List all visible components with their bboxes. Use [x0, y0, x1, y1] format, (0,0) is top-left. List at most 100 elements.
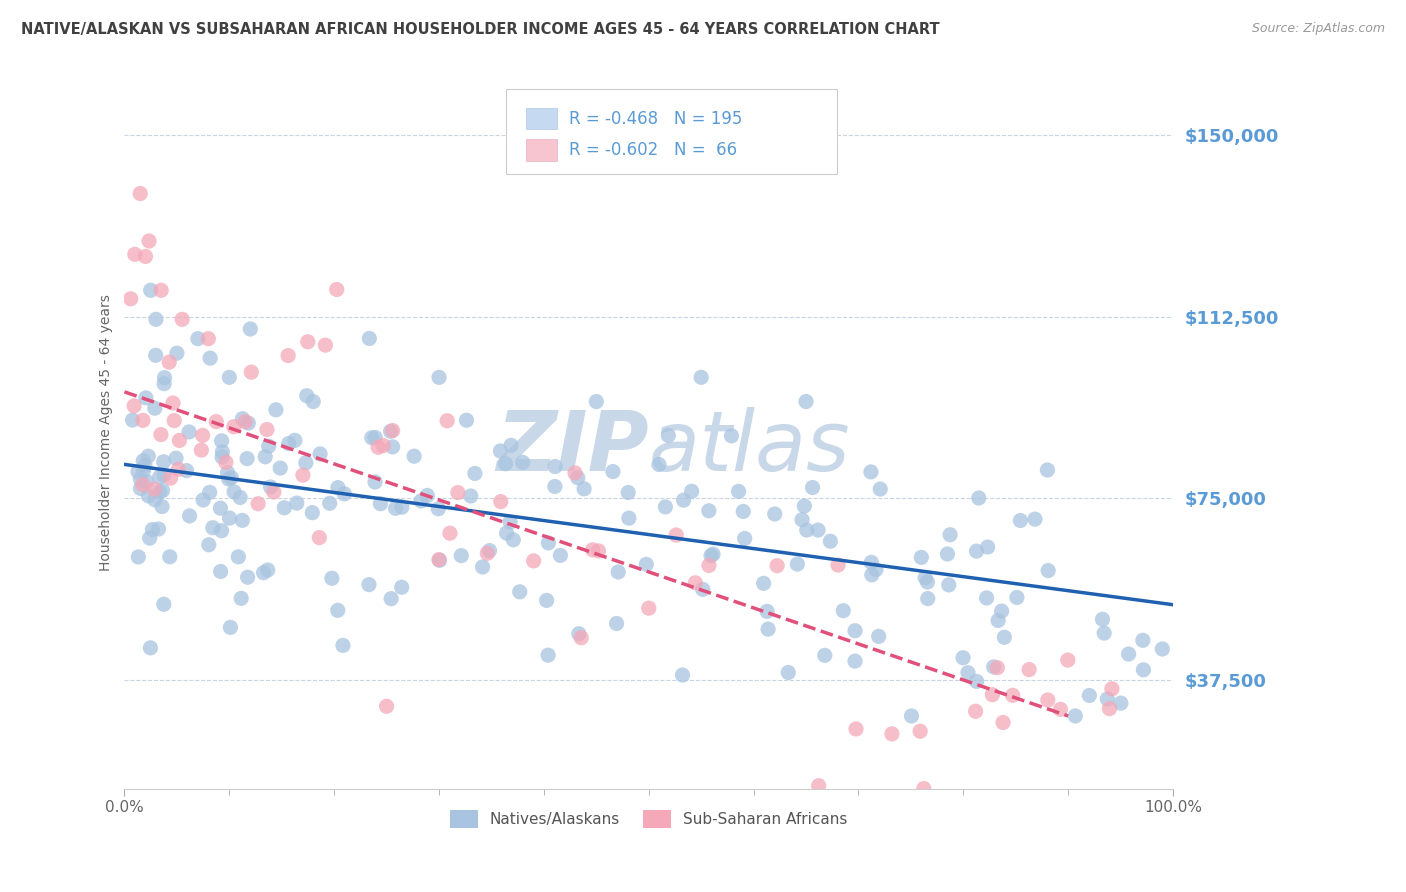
Point [129, 482, 152, 496]
Point [198, 485, 221, 500]
Point [218, 370, 240, 384]
Point [149, 484, 172, 499]
Point [602, 465, 624, 479]
Point [153, 376, 176, 391]
Point [569, 631, 592, 645]
Point [219, 620, 242, 634]
Point [512, 455, 534, 469]
Point [1056, 653, 1078, 667]
Point [692, 582, 714, 597]
Point [690, 370, 713, 384]
Point [1098, 701, 1121, 715]
Point [138, 531, 160, 545]
Point [381, 440, 404, 454]
Point [132, 454, 155, 468]
Point [793, 499, 815, 513]
Point [471, 560, 494, 574]
Point [536, 593, 558, 607]
Point [190, 443, 212, 458]
Point [122, 399, 145, 413]
Text: R = -0.468   N = 195: R = -0.468 N = 195 [569, 110, 742, 128]
Point [880, 727, 903, 741]
Point [384, 501, 406, 516]
Point [132, 477, 155, 491]
Point [236, 451, 259, 466]
Point [222, 484, 245, 499]
Point [150, 283, 173, 297]
Point [460, 489, 482, 503]
Point [404, 449, 426, 463]
Point [939, 528, 962, 542]
Point [308, 531, 330, 545]
Point [617, 511, 640, 525]
Point [159, 549, 181, 564]
Text: atlas: atlas [648, 407, 851, 488]
Point [700, 549, 723, 563]
Point [439, 526, 461, 541]
Point [537, 536, 560, 550]
Point [121, 413, 143, 427]
Point [672, 493, 695, 508]
Point [134, 458, 156, 473]
Point [215, 455, 238, 469]
Point [756, 622, 779, 636]
Point [124, 247, 146, 261]
Point [238, 416, 260, 430]
Point [671, 668, 693, 682]
Point [786, 557, 808, 571]
Point [636, 558, 658, 572]
Point [832, 604, 855, 618]
Point [209, 501, 232, 516]
Point [416, 488, 439, 502]
Point [908, 724, 931, 739]
Point [277, 436, 299, 450]
Y-axis label: Householder Income Ages 45 - 64 years: Householder Income Ages 45 - 64 years [100, 294, 114, 572]
Point [981, 688, 1004, 702]
Point [318, 496, 340, 510]
Point [364, 431, 387, 445]
Point [910, 550, 932, 565]
Point [987, 614, 1010, 628]
Point [976, 591, 998, 605]
Point [790, 513, 813, 527]
Point [509, 584, 531, 599]
Point [239, 322, 262, 336]
Point [637, 601, 659, 615]
Point [720, 429, 742, 443]
Point [1092, 626, 1115, 640]
Point [1132, 663, 1154, 677]
Point [381, 424, 404, 438]
Text: NATIVE/ALASKAN VS SUBSAHARAN AFRICAN HOUSEHOLDER INCOME AGES 45 - 64 YEARS CORRE: NATIVE/ALASKAN VS SUBSAHARAN AFRICAN HOU… [21, 22, 939, 37]
Point [172, 312, 194, 326]
Point [162, 396, 184, 410]
Point [231, 411, 253, 425]
Point [138, 234, 160, 248]
Point [697, 504, 720, 518]
Point [990, 604, 1012, 618]
Text: Source: ZipAtlas.com: Source: ZipAtlas.com [1251, 22, 1385, 36]
Point [153, 597, 176, 611]
Point [478, 543, 501, 558]
Point [231, 591, 253, 606]
Point [284, 434, 307, 448]
Point [326, 481, 349, 495]
Point [297, 334, 319, 349]
Point [657, 428, 679, 442]
Point [860, 555, 883, 569]
Point [499, 515, 522, 529]
Point [427, 370, 450, 384]
Point [914, 571, 936, 585]
Point [370, 497, 392, 511]
Point [197, 332, 219, 346]
Point [859, 465, 882, 479]
Point [544, 459, 567, 474]
Point [1091, 612, 1114, 626]
Point [900, 709, 922, 723]
Point [801, 481, 824, 495]
Point [1001, 688, 1024, 702]
Point [256, 423, 278, 437]
Point [187, 332, 209, 346]
Point [139, 640, 162, 655]
Point [1101, 681, 1123, 696]
Point [309, 447, 332, 461]
